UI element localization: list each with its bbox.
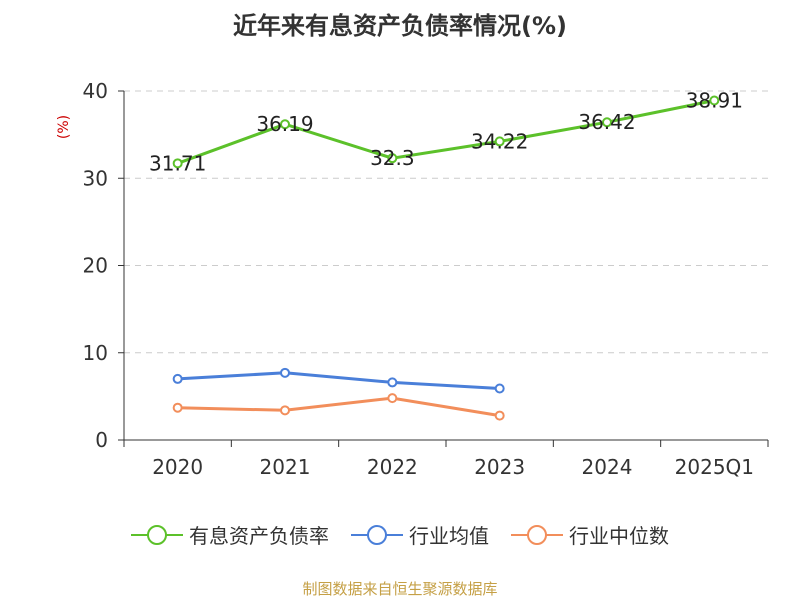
data-point (280, 367, 290, 378)
y-tick-label: 30 (83, 166, 108, 190)
data-point (494, 136, 505, 147)
data-point (280, 119, 290, 130)
x-tick-label: 2023 (474, 455, 525, 479)
data-point (280, 405, 290, 416)
data-label: 38.91 (686, 89, 743, 113)
x-tick-label: 2024 (582, 455, 633, 479)
data-label: 36.42 (578, 110, 635, 134)
series-line (177, 396, 500, 418)
chart-title: 近年来有息资产负债率情况(%) (233, 12, 567, 40)
legend-item[interactable]: 有息资产负债率 (131, 520, 329, 549)
legend-label: 行业均值 (409, 524, 489, 548)
y-tick-label: 0 (95, 428, 108, 452)
data-point (602, 117, 612, 128)
series-line (177, 371, 500, 390)
data-point (709, 95, 720, 106)
legend-swatch-icon (511, 524, 563, 545)
legend: 有息资产负债率 行业均值 行业中位数 (0, 520, 800, 549)
data-label: 32.3 (370, 146, 415, 170)
data-point (494, 383, 505, 394)
data-label: 34.22 (471, 129, 528, 153)
y-axis-label: (%) (56, 115, 72, 139)
x-tick-label: 2022 (367, 455, 418, 479)
legend-label: 行业中位数 (569, 524, 669, 548)
legend-item[interactable]: 行业均值 (351, 520, 489, 549)
y-tick-label: 40 (83, 79, 108, 103)
legend-item[interactable]: 行业中位数 (511, 520, 669, 549)
data-label: 31.71 (149, 151, 206, 175)
legend-label: 有息资产负债率 (189, 524, 329, 548)
data-point (172, 158, 183, 169)
data-label: 36.19 (256, 112, 313, 136)
y-tick-label: 20 (83, 254, 108, 278)
data-point (387, 153, 398, 164)
x-tick-label: 2020 (152, 455, 203, 479)
legend-swatch-icon (131, 524, 183, 545)
data-point (387, 393, 398, 404)
series-line (177, 99, 715, 165)
x-tick-label: 2021 (260, 455, 311, 479)
legend-swatch-icon (351, 524, 403, 545)
source-footer: 制图数据来自恒生聚源数据库 (302, 580, 498, 598)
data-point (387, 377, 398, 388)
y-tick-label: 10 (83, 341, 108, 365)
data-point (172, 402, 183, 413)
data-point (494, 410, 505, 421)
x-tick-label: 2025Q1 (675, 455, 754, 479)
data-point (172, 373, 183, 384)
